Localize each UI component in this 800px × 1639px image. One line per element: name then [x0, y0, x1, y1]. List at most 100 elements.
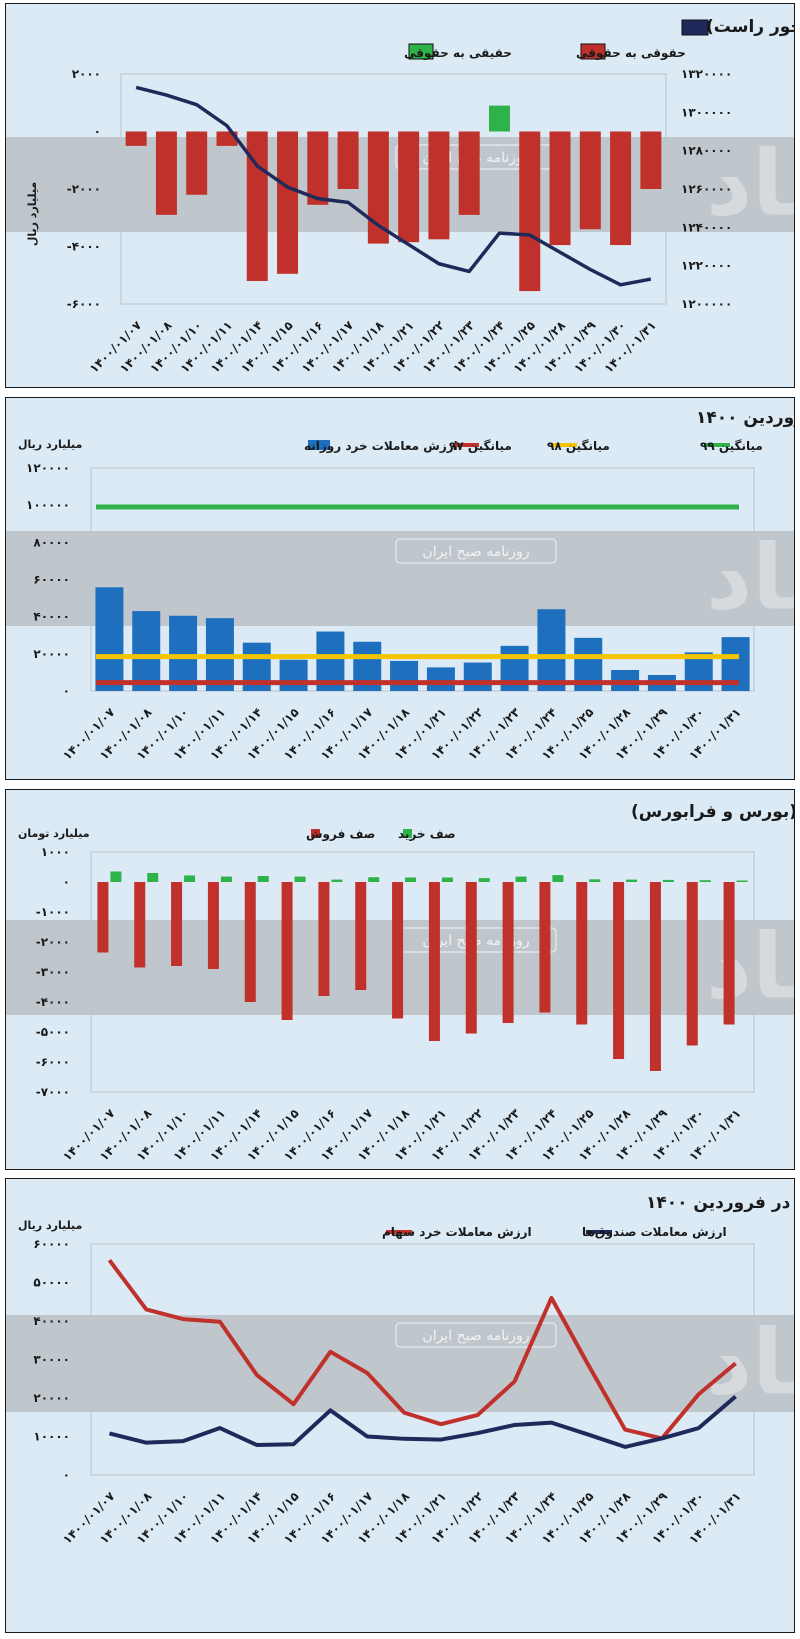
bar-ownership-change — [398, 131, 420, 243]
legend: ارزش معاملات خرد سهام ارزش معاملات صندوق… — [382, 1225, 727, 1240]
y-axis-label: میلیارد ریال — [26, 182, 39, 246]
legend-swatch-sell — [311, 829, 320, 838]
y-tick-label: -۴۰۰۰ — [67, 240, 101, 254]
bar-buy-queue — [368, 877, 380, 882]
watermark-brand: دنیای اقتصاد — [706, 1311, 794, 1416]
chart-panel-queues: دنیای اقتصادروزنامه صبح ایران ارزش صف‌ها… — [5, 789, 795, 1170]
bar-buy-queue — [294, 876, 306, 882]
y-tick-label: ۰ — [63, 1468, 70, 1482]
watermark-brand: دنیای اقتصاد — [706, 915, 794, 1020]
legend: ارزش معاملات خرد روزانه میانگین ۹۷ میانگ… — [304, 439, 763, 454]
y2-tick-label: ۱۲۸۰۰۰۰ — [681, 144, 732, 158]
legend: صف فروش صف خرید — [306, 827, 456, 842]
bar-sell-queue — [539, 882, 551, 1013]
bar-ownership-change — [307, 131, 329, 205]
legend-label-buy: صف خرید — [398, 827, 456, 841]
plot-border — [90, 467, 755, 692]
bar-ownership-change — [610, 131, 632, 246]
legend-swatch-buy — [403, 829, 412, 838]
bar-daily-retail-value — [95, 587, 124, 691]
bar-daily-retail-value — [132, 611, 161, 691]
bar-ownership-change — [579, 131, 601, 230]
bar-sell-queue — [649, 882, 661, 1071]
y-tick-label: ۱۰۰۰۰۰ — [26, 498, 70, 512]
bar-ownership-change — [186, 131, 208, 195]
legend-label-avg98: میانگین ۹۸ — [547, 439, 610, 453]
y-tick-label: ۴۰۰۰۰ — [33, 610, 70, 624]
bar-sell-queue — [723, 882, 735, 1025]
plot-border — [90, 1243, 755, 1476]
y2-tick-label: ۱۳۲۰۰۰۰ — [681, 67, 732, 81]
legend-swatch-avg97 — [453, 443, 479, 447]
line-total-index — [135, 85, 652, 287]
plot-border — [90, 851, 755, 1093]
legend-label-funds: ارزش معاملات صندوق‌ها — [582, 1225, 727, 1240]
bar-ownership-change — [428, 131, 450, 240]
bar-sell-queue — [281, 882, 293, 1020]
bar-buy-queue — [257, 876, 269, 882]
legend-label-sell: صف فروش — [306, 827, 375, 842]
chart-title: ارزش صف‌های خرید و فروش در بازار سهام (ب… — [631, 802, 794, 822]
bar-ownership-change — [125, 131, 147, 146]
bar-buy-queue — [405, 877, 417, 882]
legend-swatch-legal — [580, 43, 606, 60]
y-tick-label: -۶۰۰۰ — [36, 1055, 70, 1069]
plot-border — [120, 73, 667, 305]
y-axis-label: میلیارد تومان — [18, 827, 90, 840]
y-tick-label: ۵۰۰۰۰ — [33, 1276, 70, 1290]
legend-label-stocks: ارزش معاملات خرد سهام — [382, 1225, 532, 1240]
bar-buy-queue — [147, 873, 159, 882]
legend-swatch-index — [681, 19, 709, 36]
y-tick-label: ۶۰۰۰۰ — [33, 1237, 70, 1251]
line-funds — [108, 1394, 737, 1449]
y2-tick-label: ۱۲۴۰۰۰۰ — [681, 220, 732, 234]
bar-buy-queue — [589, 879, 601, 882]
y-tick-label: ۱۰۰۰۰ — [33, 1430, 70, 1444]
legend-label-avg99: میانگین ۹۹ — [700, 439, 763, 453]
y-axis-label: میلیارد ریال — [18, 438, 82, 451]
watermark-label-box — [395, 1322, 557, 1348]
legend-label-real: حقیقی به حقوقی — [404, 46, 512, 61]
y-tick-label: ۰ — [63, 684, 70, 698]
bar-sell-queue — [686, 882, 698, 1046]
bar-daily-retail-value — [169, 615, 198, 691]
y-tick-label: ۲۰۰۰ — [72, 67, 101, 81]
y2-tick-label: ۱۲۶۰۰۰۰ — [681, 182, 732, 196]
y-tick-label: -۳۰۰۰ — [36, 965, 70, 979]
y-tick-label: ۳۰۰۰۰ — [33, 1353, 70, 1367]
bar-ownership-change — [519, 131, 541, 292]
buy-sell-queue-chart: دنیای اقتصادروزنامه صبح ایران ارزش صف‌ها… — [6, 802, 794, 1164]
bar-sell-queue — [171, 882, 183, 966]
bar-ownership-change — [367, 131, 389, 244]
y-tick-label: ۱۲۰۰۰۰ — [26, 461, 70, 475]
legend-label-avg97: میانگین ۹۷ — [449, 439, 512, 453]
bar-buy-queue — [699, 880, 711, 882]
bar-sell-queue — [318, 882, 330, 996]
bar-sell-queue — [207, 882, 219, 969]
bar-sell-queue — [134, 882, 146, 968]
chart-panel-ownership: دنیای اقتصادروزنامه صبح ایران تغییر مالک… — [5, 3, 795, 388]
bar-buy-queue — [552, 875, 564, 882]
y-tick-label: -۵۰۰۰ — [36, 1025, 70, 1039]
bar-daily-retail-value — [537, 609, 566, 691]
chart-title: روند دادوستد سهام و صندوق‌های ETF در فرو… — [646, 1193, 794, 1213]
y2-tick-label: ۱۲۲۰۰۰۰ — [681, 259, 732, 273]
legend-swatch-real — [408, 43, 434, 60]
ownership-change-chart: دنیای اقتصادروزنامه صبح ایران تغییر مالک… — [6, 17, 794, 376]
bar-sell-queue — [355, 882, 367, 990]
watermark-label: روزنامه صبح ایران — [422, 544, 529, 560]
bar-buy-queue — [110, 871, 122, 882]
y2-tick-label: ۱۳۰۰۰۰۰ — [681, 105, 732, 119]
chart-title: ارزش معاملات خرد بازار سهام (مجموع بورس … — [696, 408, 794, 428]
bar-daily-retail-value — [390, 660, 419, 691]
bar-buy-queue — [626, 879, 638, 882]
legend-label-daily: ارزش معاملات خرد روزانه — [304, 439, 458, 454]
y-tick-label: ۴۰۰۰۰ — [33, 1314, 70, 1328]
legend-swatch-daily — [308, 440, 330, 450]
y-axis-label: میلیارد ریال — [18, 1219, 82, 1232]
watermark: دنیای اقتصاد روزنامه صبح ایران — [6, 1311, 794, 1416]
legend: حقوقی به حقوقی حقیقی به حقوقی — [404, 19, 709, 61]
y-tick-label: ۲۰۰۰۰ — [33, 647, 70, 661]
bar-daily-retail-value — [463, 662, 492, 691]
bar-sell-queue — [244, 882, 256, 1002]
